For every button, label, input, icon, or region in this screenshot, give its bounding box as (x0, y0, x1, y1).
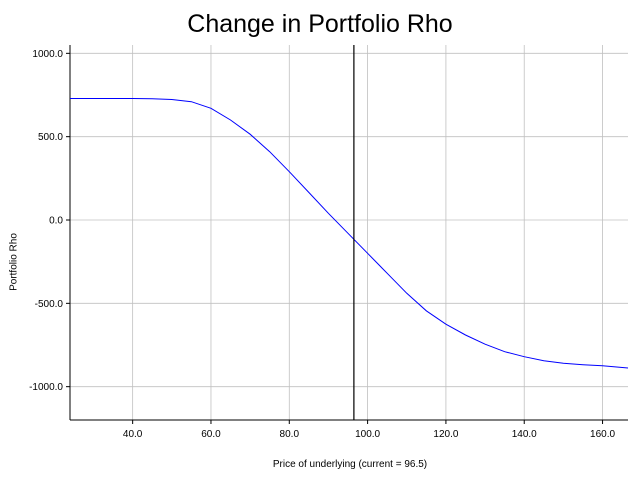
tick-labels: 40.0 60.0 80.0 100.0 120.0 140.0 160.0 1000.0 50… (29, 49, 615, 440)
x-tick-label: 140.0 (512, 429, 537, 440)
y-axis-label: Portfolio Rho (8, 233, 20, 291)
y-tick-label: 500.0 (38, 132, 63, 143)
x-tick-label: 60.0 (201, 429, 221, 440)
y-tick-label: -500.0 (35, 299, 64, 310)
axes (69, 45, 628, 421)
chart-title: Change in Portfolio Rho (187, 10, 453, 38)
series-line (70, 98, 629, 369)
y-tick-label: 1000.0 (32, 49, 63, 60)
y-tick-label: -1000.0 (29, 382, 63, 393)
grid-lines (70, 45, 628, 420)
x-axis-label: Price of underlying (current = 96.5) (272, 459, 428, 470)
y-tick-label: 0.0 (49, 216, 63, 227)
x-tick-label: 40.0 (123, 429, 143, 440)
series-group (70, 98, 629, 369)
x-tick-label: 160.0 (590, 429, 615, 440)
x-tick-label: 100.0 (355, 429, 380, 440)
x-tick-label: 80.0 (280, 429, 300, 440)
x-tick-label: 120.0 (433, 429, 458, 440)
